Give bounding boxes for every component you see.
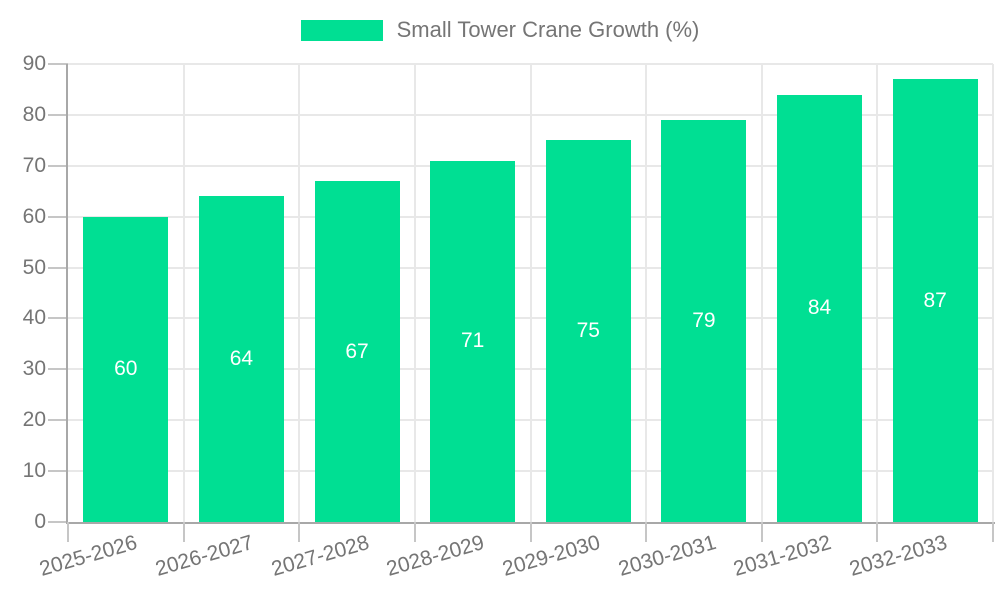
x-axis-tick — [529, 522, 532, 542]
legend-swatch — [300, 19, 383, 41]
y-tick-label: 80 — [22, 102, 46, 126]
y-axis-tick — [48, 317, 68, 320]
x-tick-label: 2027-2028 — [268, 531, 372, 581]
bar-value-label: 71 — [461, 329, 485, 353]
x-axis-tick — [413, 522, 416, 542]
bar-value-label: 84 — [807, 296, 832, 320]
x-axis-tick — [645, 522, 648, 542]
x-axis-tick — [760, 522, 763, 542]
y-axis-tick — [48, 63, 68, 65]
bar[interactable]: 60 — [83, 216, 169, 522]
x-tick-label: 2032-2033 — [846, 531, 950, 581]
y-axis-line — [66, 64, 68, 522]
v-gridline — [876, 64, 879, 522]
y-axis-tick — [48, 266, 68, 269]
legend-item[interactable]: Small Tower Crane Growth (%) — [0, 17, 1000, 43]
y-tick-label: 10 — [22, 459, 46, 483]
bar[interactable]: 79 — [661, 119, 747, 522]
y-tick-label: 0 — [34, 510, 46, 533]
v-gridline — [413, 64, 416, 522]
plot-area: 60 64 67 71 75 79 84 87 — [48, 63, 995, 524]
v-gridline — [760, 64, 763, 522]
y-tick-label: 50 — [22, 255, 46, 279]
x-axis-tick — [182, 522, 185, 542]
v-gridline — [298, 64, 301, 522]
x-tick-label: 2030-2031 — [615, 531, 719, 581]
bar[interactable]: 87 — [892, 79, 978, 522]
bar-value-label: 79 — [692, 308, 716, 332]
x-tick-label: 2031-2032 — [731, 531, 834, 581]
v-gridline — [645, 64, 648, 522]
v-gridline — [992, 64, 994, 522]
bar[interactable]: 75 — [545, 140, 631, 522]
v-gridline — [182, 64, 185, 522]
bar-value-label: 64 — [229, 347, 254, 371]
y-tick-label: 20 — [22, 408, 46, 432]
y-tick-label: 60 — [22, 204, 46, 228]
bar-value-label: 87 — [923, 288, 947, 312]
x-tick-label: 2025-2026 — [37, 531, 141, 581]
bar[interactable]: 64 — [198, 196, 284, 522]
y-axis-tick — [48, 521, 68, 523]
y-axis-tick — [48, 470, 68, 473]
y-axis-tick — [48, 113, 68, 116]
y-axis-tick — [48, 164, 68, 167]
bar-value-label: 75 — [576, 319, 600, 343]
bar-value-label: 67 — [345, 339, 369, 363]
y-tick-label: 40 — [22, 306, 46, 330]
x-tick-label: 2028-2029 — [384, 531, 488, 581]
x-axis-tick — [67, 522, 69, 542]
y-axis-tick — [48, 419, 68, 422]
bar-value-label: 60 — [114, 357, 138, 381]
y-tick-label: 70 — [22, 153, 46, 177]
x-axis-tick — [298, 522, 301, 542]
y-axis-tick — [48, 215, 68, 218]
y-tick-label: 90 — [22, 52, 46, 75]
bar[interactable]: 84 — [777, 94, 863, 522]
bar[interactable]: 67 — [314, 181, 400, 522]
bar[interactable]: 71 — [430, 160, 516, 522]
v-gridline — [529, 64, 532, 522]
x-tick-label: 2026-2027 — [152, 531, 256, 581]
x-axis-tick — [876, 522, 879, 542]
legend-label: Small Tower Crane Growth (%) — [396, 17, 700, 42]
x-axis-tick — [992, 522, 994, 542]
y-tick-label: 30 — [22, 357, 46, 381]
x-tick-label: 2029-2030 — [499, 531, 603, 581]
y-axis-tick — [48, 368, 68, 371]
